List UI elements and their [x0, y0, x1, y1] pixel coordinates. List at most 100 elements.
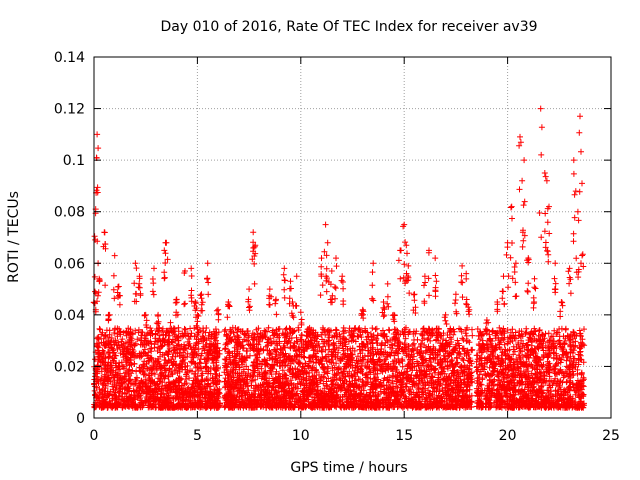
- data-point: [191, 350, 198, 357]
- data-point: [109, 395, 116, 402]
- data-point: [166, 348, 173, 355]
- data-point: [222, 326, 229, 333]
- data-point: [156, 332, 163, 339]
- data-point: [103, 371, 110, 378]
- data-point: [108, 335, 115, 341]
- data-point: [126, 377, 133, 384]
- data-point: [149, 365, 156, 372]
- data-point: [158, 386, 165, 393]
- data-point: [121, 373, 128, 380]
- data-point: [169, 371, 176, 378]
- data-point: [127, 331, 133, 338]
- data-point: [173, 342, 180, 349]
- data-point: [99, 329, 106, 336]
- data-point: [172, 383, 178, 390]
- data-point: [409, 381, 416, 388]
- data-point: [275, 334, 281, 341]
- data-point: [164, 341, 171, 348]
- data-point: [463, 332, 470, 339]
- data-point: [210, 328, 217, 335]
- data-point: [154, 348, 161, 354]
- data-point: [188, 359, 195, 366]
- data-point: [128, 391, 135, 398]
- data-point: [105, 354, 112, 361]
- data-point: [205, 380, 212, 387]
- data-point: [161, 357, 168, 363]
- data-point: [203, 376, 210, 382]
- data-point: [118, 359, 125, 366]
- data-point: [100, 335, 107, 342]
- data-point: [151, 379, 158, 386]
- data-point: [175, 328, 182, 335]
- data-point: [114, 325, 121, 332]
- data-point: [104, 362, 111, 369]
- data-point: [158, 370, 165, 377]
- data-point: [94, 376, 101, 383]
- data-point: [181, 341, 188, 348]
- data-point: [413, 328, 420, 335]
- data-point: [111, 349, 117, 356]
- data-point: [166, 365, 173, 372]
- data-point: [127, 398, 134, 405]
- data-point: [170, 358, 177, 365]
- data-point: [176, 352, 183, 359]
- data-point: [192, 342, 199, 349]
- data-point: [120, 363, 127, 370]
- data-point: [161, 337, 167, 344]
- data-point: [138, 337, 145, 344]
- data-point: [160, 391, 167, 398]
- data-point: [459, 355, 466, 362]
- data-point: [369, 325, 376, 332]
- data-point: [183, 371, 190, 378]
- data-point: [190, 377, 197, 384]
- data-point: [139, 380, 146, 386]
- data-point: [150, 388, 157, 395]
- data-point: [128, 351, 135, 358]
- data-point: [150, 402, 157, 409]
- data-point: [147, 391, 154, 398]
- data-point: [355, 376, 362, 383]
- data-point: [163, 396, 169, 402]
- data-point: [129, 351, 136, 358]
- data-point: [189, 381, 196, 388]
- data-point: [148, 376, 155, 383]
- data-point: [128, 335, 135, 342]
- data-point: [132, 380, 139, 387]
- data-point: [199, 338, 205, 345]
- data-point: [115, 339, 122, 346]
- data-point: [202, 395, 209, 402]
- data-point: [454, 337, 461, 344]
- data-point: [464, 337, 471, 344]
- data-point: [188, 400, 195, 407]
- data-point: [128, 361, 135, 368]
- data-point: [146, 355, 153, 362]
- data-point: [193, 376, 200, 383]
- data-point: [186, 375, 193, 382]
- data-point: [140, 371, 147, 378]
- data-point: [271, 346, 278, 353]
- data-point: [97, 351, 104, 358]
- data-point: [199, 401, 206, 408]
- data-point: [152, 385, 159, 392]
- data-point: [199, 345, 206, 352]
- data-point: [232, 325, 239, 331]
- data-point: [207, 347, 214, 354]
- data-point: [154, 380, 161, 387]
- data-point: [168, 394, 175, 401]
- data-point: [320, 364, 327, 371]
- data-point: [197, 356, 204, 363]
- data-point: [140, 341, 147, 348]
- data-point: [98, 368, 105, 375]
- data-point: [192, 388, 199, 395]
- data-point: [112, 403, 119, 410]
- data-point: [122, 339, 129, 346]
- data-point: [215, 377, 222, 384]
- data-point: [189, 401, 196, 408]
- data-point: [157, 353, 163, 360]
- data-point: [196, 394, 203, 401]
- data-point: [106, 391, 113, 398]
- data-point: [183, 404, 190, 411]
- data-point: [295, 360, 302, 367]
- data-point: [202, 360, 209, 367]
- data-point: [182, 366, 189, 373]
